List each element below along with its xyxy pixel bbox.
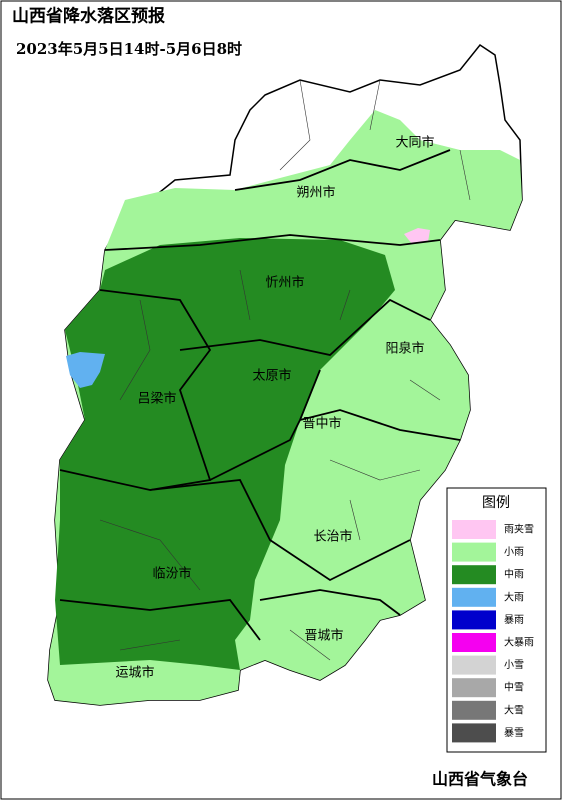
legend-swatch — [452, 565, 496, 585]
legend-swatch — [452, 587, 496, 607]
city-label: 阳泉市 — [385, 341, 424, 357]
legend-label: 中雨 — [504, 568, 524, 581]
heavy-rain-area — [66, 352, 105, 388]
legend-label: 暴雨 — [504, 614, 524, 626]
legend-label: 大雨 — [504, 590, 524, 603]
city-label: 运城市 — [115, 665, 154, 681]
title: 山西省降水落区预报 — [12, 6, 165, 27]
legend-swatch — [452, 520, 496, 539]
city-label: 大同市 — [395, 135, 434, 151]
legend-label: 小雪 — [504, 659, 524, 671]
legend-swatch — [452, 542, 496, 562]
legend-label: 雨夹雪 — [504, 523, 534, 536]
legend-label: 暴雪 — [504, 727, 524, 739]
legend-label: 小雨 — [504, 546, 524, 558]
legend-swatch — [452, 655, 496, 675]
city-label: 长治市 — [313, 529, 352, 545]
city-label: 吕梁市 — [137, 391, 176, 407]
legend-swatch — [452, 610, 496, 630]
legend-swatch — [452, 678, 496, 698]
legend-label: 大暴雨 — [504, 636, 534, 649]
subtitle: 2023年5月5日14时-5月6日8时 — [16, 40, 242, 58]
legend-swatch — [452, 633, 496, 652]
city-label: 晋中市 — [302, 416, 341, 432]
county-lines — [99, 79, 471, 661]
city-label: 朔州市 — [296, 185, 335, 201]
moderate-rain-area — [55, 238, 395, 670]
legend-swatch — [452, 700, 496, 720]
city-label: 太原市 — [252, 368, 291, 384]
legend-title: 图例 — [482, 495, 510, 511]
legend-swatch — [452, 723, 496, 743]
sleet-area — [404, 228, 430, 244]
boundaries — [59, 149, 461, 641]
city-label: 忻州市 — [265, 275, 304, 291]
city-label: 临汾市 — [152, 566, 191, 582]
legend-label: 中雪 — [504, 681, 524, 694]
footer: 山西省气象台 — [432, 770, 528, 789]
province — [47, 43, 523, 706]
city-label: 晋城市 — [304, 628, 343, 644]
legend-label: 大雪 — [504, 703, 524, 716]
